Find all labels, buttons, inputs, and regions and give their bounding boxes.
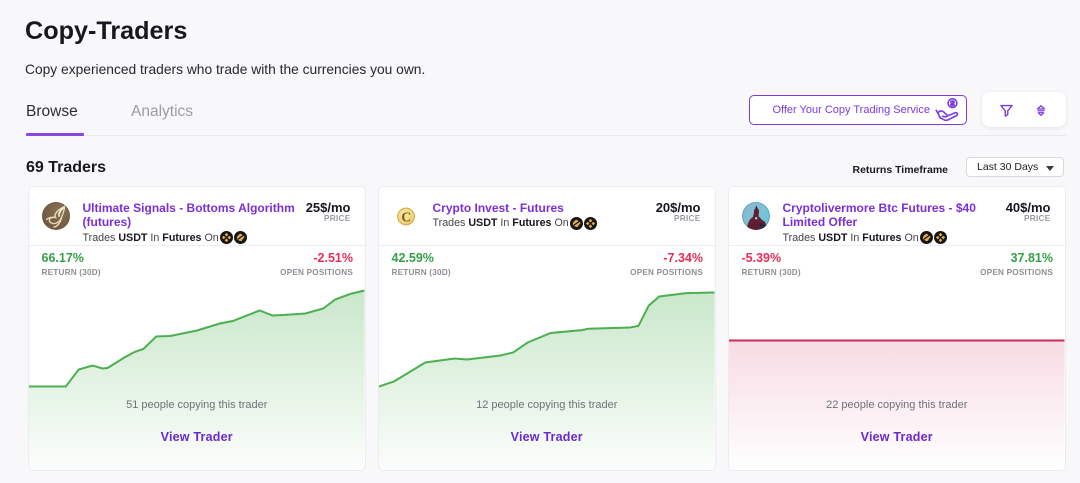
svg-text:C: C <box>401 210 411 225</box>
